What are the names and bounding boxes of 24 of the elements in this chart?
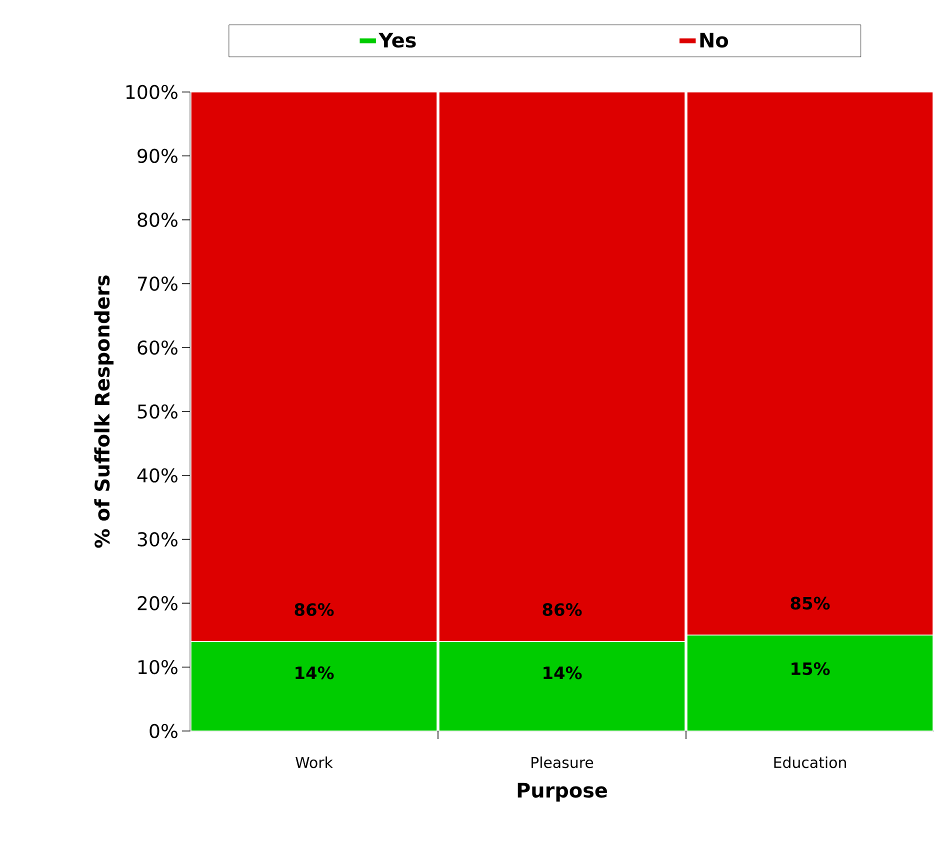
data-label: 85% — [790, 596, 830, 610]
data-label: 86% — [294, 603, 334, 616]
y-tick-label: 30% — [138, 532, 178, 546]
x-axis-title: Purpose — [518, 782, 608, 802]
y-tick-label: 80% — [138, 212, 178, 227]
legend-label: No — [700, 32, 728, 48]
x-tick-label: Work — [296, 756, 333, 768]
y-tick-label: 100% — [126, 84, 178, 100]
y-tick-label: 10% — [138, 660, 178, 674]
data-label: 14% — [544, 666, 582, 680]
legend-label: Yes — [378, 32, 416, 48]
x-tick-label: Pleasure — [532, 756, 594, 768]
y-tick-label: 20% — [138, 596, 178, 610]
y-tick-label: 70% — [138, 276, 178, 291]
y-tick-label: 50% — [138, 404, 178, 419]
y-tick-label: 0% — [150, 724, 178, 738]
data-label: 15% — [792, 662, 830, 676]
y-tick-label: 40% — [137, 468, 178, 483]
data-label: 86% — [542, 603, 582, 616]
y-tick-label: 90% — [138, 148, 178, 164]
y-axis-title: % of Suffolk Responders — [94, 276, 114, 548]
x-tick-label: Education — [774, 756, 846, 768]
data-label: 14% — [296, 666, 334, 680]
y-tick-label: 60% — [138, 340, 178, 355]
